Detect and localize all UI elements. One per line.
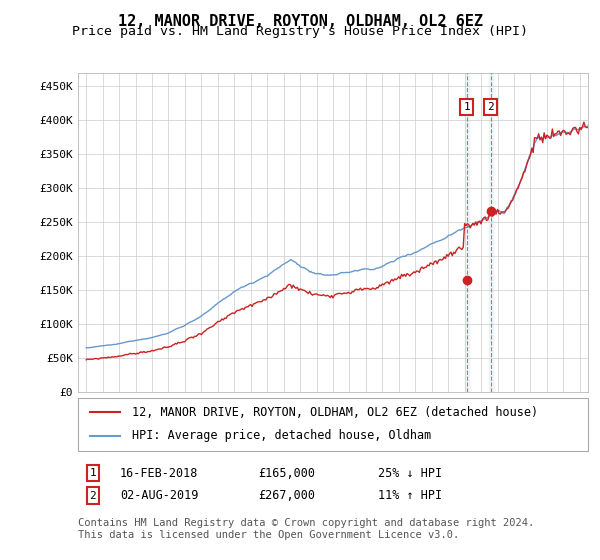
HPI: Average price, detached house, Oldham: (2e+03, 6.8e+04): Average price, detached house, Oldham: (… — [99, 343, 106, 349]
Text: 1: 1 — [463, 102, 470, 112]
12, MANOR DRIVE, ROYTON, OLDHAM, OL2 6EZ (detached house) — [325, 293, 332, 300]
Text: 25% ↓ HPI: 25% ↓ HPI — [378, 466, 442, 480]
Text: 02-AUG-2019: 02-AUG-2019 — [120, 489, 199, 502]
12, MANOR DRIVE, ROYTON, OLDHAM, OL2 6EZ (detached house) — [99, 354, 106, 361]
Text: 2: 2 — [89, 491, 97, 501]
12, MANOR DRIVE, ROYTON, OLDHAM, OL2 6EZ (detached house) — [83, 357, 90, 363]
HPI: Average price, detached house, Oldham: (2e+03, 6.5e+04): Average price, detached house, Oldham: (… — [83, 344, 90, 351]
12, MANOR DRIVE, ROYTON, OLDHAM, OL2 6EZ (detached house) — [425, 263, 433, 269]
Text: 2: 2 — [487, 102, 494, 112]
12, MANOR DRIVE, ROYTON, OLDHAM, OL2 6EZ (detached house) — [107, 354, 115, 361]
Text: 12, MANOR DRIVE, ROYTON, OLDHAM, OL2 6EZ: 12, MANOR DRIVE, ROYTON, OLDHAM, OL2 6EZ — [118, 14, 482, 29]
Text: 1: 1 — [89, 468, 97, 478]
HPI: Average price, detached house, Oldham: (2.02e+03, 2.39e+05): Average price, detached house, Oldham: (… — [455, 226, 463, 233]
Text: £165,000: £165,000 — [258, 466, 315, 480]
12, MANOR DRIVE, ROYTON, OLDHAM, OL2 6EZ (detached house) — [580, 119, 587, 125]
Line: 12, MANOR DRIVE, ROYTON, OLDHAM, OL2 6EZ (detached house): 12, MANOR DRIVE, ROYTON, OLDHAM, OL2 6EZ… — [86, 122, 588, 360]
Bar — [464, 73, 469, 392]
12, MANOR DRIVE, ROYTON, OLDHAM, OL2 6EZ (detached house) — [455, 244, 463, 250]
Text: 16-FEB-2018: 16-FEB-2018 — [120, 466, 199, 480]
Text: Contains HM Land Registry data © Crown copyright and database right 2024.
This d: Contains HM Land Registry data © Crown c… — [78, 518, 534, 540]
Text: Price paid vs. HM Land Registry's House Price Index (HPI): Price paid vs. HM Land Registry's House … — [72, 25, 528, 38]
Text: 12, MANOR DRIVE, ROYTON, OLDHAM, OL2 6EZ (detached house): 12, MANOR DRIVE, ROYTON, OLDHAM, OL2 6EZ… — [132, 406, 538, 419]
Line: HPI: Average price, detached house, Oldham: HPI: Average price, detached house, Oldh… — [86, 125, 588, 348]
Text: 11% ↑ HPI: 11% ↑ HPI — [378, 489, 442, 502]
HPI: Average price, detached house, Oldham: (2e+03, 6.93e+04): Average price, detached house, Oldham: (… — [107, 342, 115, 348]
12, MANOR DRIVE, ROYTON, OLDHAM, OL2 6EZ (detached house) — [569, 125, 577, 132]
HPI: Average price, detached house, Oldham: (2.01e+03, 1.72e+05): Average price, detached house, Oldham: (… — [325, 272, 332, 278]
HPI: Average price, detached house, Oldham: (2.03e+03, 3.92e+05): Average price, detached house, Oldham: (… — [584, 122, 592, 129]
HPI: Average price, detached house, Oldham: (2.02e+03, 3.86e+05): Average price, detached house, Oldham: (… — [569, 127, 577, 133]
Text: HPI: Average price, detached house, Oldham: HPI: Average price, detached house, Oldh… — [132, 430, 431, 442]
Bar — [488, 73, 493, 392]
12, MANOR DRIVE, ROYTON, OLDHAM, OL2 6EZ (detached house) — [584, 124, 592, 131]
Text: £267,000: £267,000 — [258, 489, 315, 502]
HPI: Average price, detached house, Oldham: (2.02e+03, 2.16e+05): Average price, detached house, Oldham: (… — [425, 242, 433, 249]
